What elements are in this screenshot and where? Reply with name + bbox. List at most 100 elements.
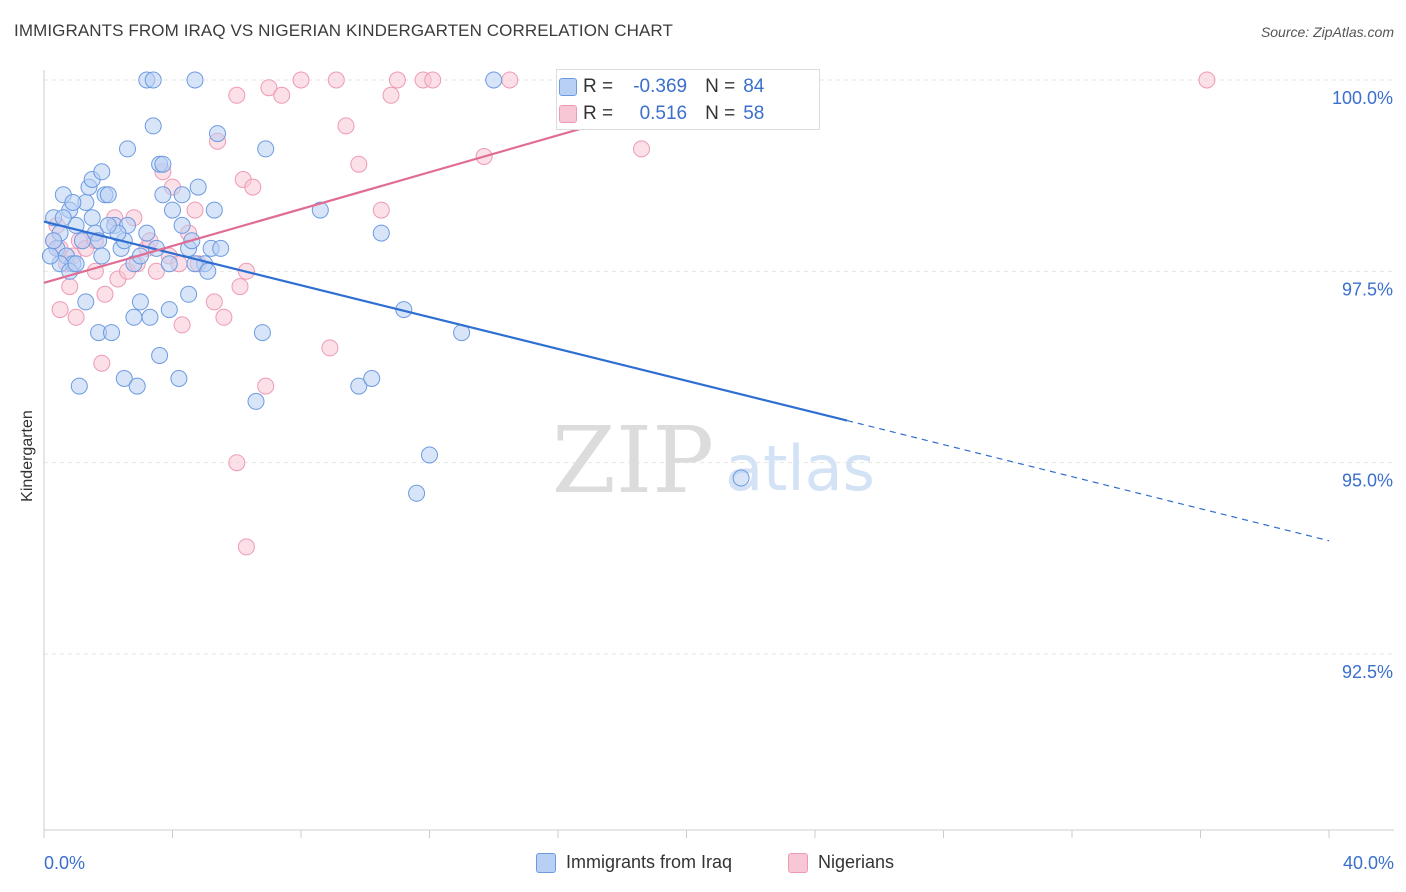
data-point — [173, 316, 191, 334]
data-point — [51, 301, 69, 319]
data-point — [77, 293, 95, 311]
y-tick-label: 92.5% — [1342, 662, 1393, 682]
legend-swatch-pink — [559, 105, 577, 123]
series-legend: Immigrants from Iraq Nigerians — [0, 852, 1406, 876]
data-point — [160, 301, 178, 319]
data-point — [337, 117, 355, 135]
data-point — [170, 370, 188, 387]
data-point — [237, 538, 255, 556]
data-point — [83, 209, 101, 227]
x-ticks — [43, 830, 1330, 838]
data-point — [372, 201, 390, 219]
data-point — [424, 71, 442, 89]
data-point — [388, 71, 406, 89]
data-point — [253, 324, 271, 342]
data-point — [70, 377, 88, 395]
data-point — [93, 247, 111, 265]
data-point — [732, 469, 750, 487]
data-point — [244, 178, 262, 196]
legend-n-value: 84 — [743, 76, 765, 97]
data-point — [189, 178, 207, 196]
legend-r-label: R = — [583, 76, 614, 97]
legend-swatch-blue — [559, 78, 577, 96]
watermark-atlas: atlas — [725, 432, 875, 505]
x-tick-label-min: 0.0% — [44, 853, 85, 873]
legend-label-iraq: Immigrants from Iraq — [566, 852, 733, 872]
data-point — [173, 186, 191, 204]
data-point — [180, 285, 198, 303]
y-tick-label: 95.0% — [1342, 471, 1393, 491]
data-point — [321, 339, 339, 357]
data-point — [125, 308, 143, 326]
data-point — [119, 140, 136, 158]
y-tick-label: 97.5% — [1342, 279, 1393, 299]
data-point — [96, 285, 114, 303]
data-point — [103, 324, 120, 342]
trend-line-iraq-extension — [846, 419, 1330, 542]
stats-legend: R = -0.369 N = 84 R = 0.516 N = 58 — [556, 69, 820, 130]
data-point — [1198, 71, 1216, 89]
legend-item-iraq[interactable]: Immigrants from Iraq — [536, 852, 732, 873]
data-point — [421, 446, 438, 464]
x-tick-label-max: 40.0% — [1343, 853, 1394, 873]
data-point — [160, 255, 178, 273]
y-tick-label: 100.0% — [1332, 88, 1393, 108]
legend-item-nigerians[interactable]: Nigerians — [788, 852, 894, 873]
data-point — [350, 155, 368, 173]
data-point — [61, 278, 79, 296]
data-point — [408, 484, 426, 502]
chart-title: IMMIGRANTS FROM IRAQ VS NIGERIAN KINDERG… — [14, 21, 673, 40]
legend-n-label: N = — [705, 76, 736, 97]
data-point — [633, 140, 650, 158]
data-point — [212, 239, 230, 257]
data-point — [327, 71, 345, 89]
gridlines — [44, 79, 1394, 655]
data-point — [199, 262, 217, 280]
data-point — [205, 293, 223, 311]
legend-r-value: 0.516 — [639, 103, 688, 124]
data-point — [173, 216, 191, 234]
data-point — [138, 224, 156, 242]
data-point — [257, 377, 275, 395]
data-point — [67, 255, 85, 273]
legend-swatch-iraq — [536, 852, 556, 873]
watermark-zip: ZIP — [552, 407, 714, 514]
data-point — [382, 86, 400, 104]
data-point — [186, 201, 204, 219]
data-point — [147, 262, 165, 280]
legend-label-nigerians: Nigerians — [818, 852, 895, 872]
data-point — [485, 71, 503, 89]
data-point — [257, 140, 275, 158]
legend-row-iraq: R = -0.369 N = 84 — [559, 75, 765, 99]
legend-swatch-nigerians — [788, 852, 808, 873]
data-point — [45, 232, 63, 250]
data-point — [141, 308, 159, 326]
data-point — [273, 86, 291, 104]
data-point — [260, 79, 278, 97]
data-point — [151, 347, 169, 364]
y-tick-labels: 92.5% 95.0% 97.5% 100.0% — [1332, 88, 1393, 682]
legend-r-label: R = — [583, 103, 614, 124]
axes — [43, 70, 1394, 831]
data-point — [93, 354, 111, 372]
source-credit: Source: ZipAtlas.com — [1260, 24, 1394, 40]
legend-n-value: 58 — [743, 103, 765, 124]
data-point — [131, 293, 149, 311]
data-point — [350, 377, 368, 395]
data-point — [228, 454, 246, 472]
data-point — [99, 216, 117, 234]
data-point — [67, 308, 85, 326]
data-point — [209, 125, 226, 143]
data-point — [115, 370, 133, 387]
data-point — [186, 71, 204, 89]
data-point — [215, 308, 233, 326]
data-point — [93, 163, 111, 181]
data-point — [372, 224, 390, 242]
data-point — [154, 155, 172, 173]
data-point — [228, 86, 246, 104]
data-point — [292, 71, 310, 89]
data-point — [247, 392, 265, 410]
data-point — [205, 201, 223, 219]
data-point — [311, 201, 329, 219]
legend-r-value: -0.369 — [633, 76, 688, 97]
